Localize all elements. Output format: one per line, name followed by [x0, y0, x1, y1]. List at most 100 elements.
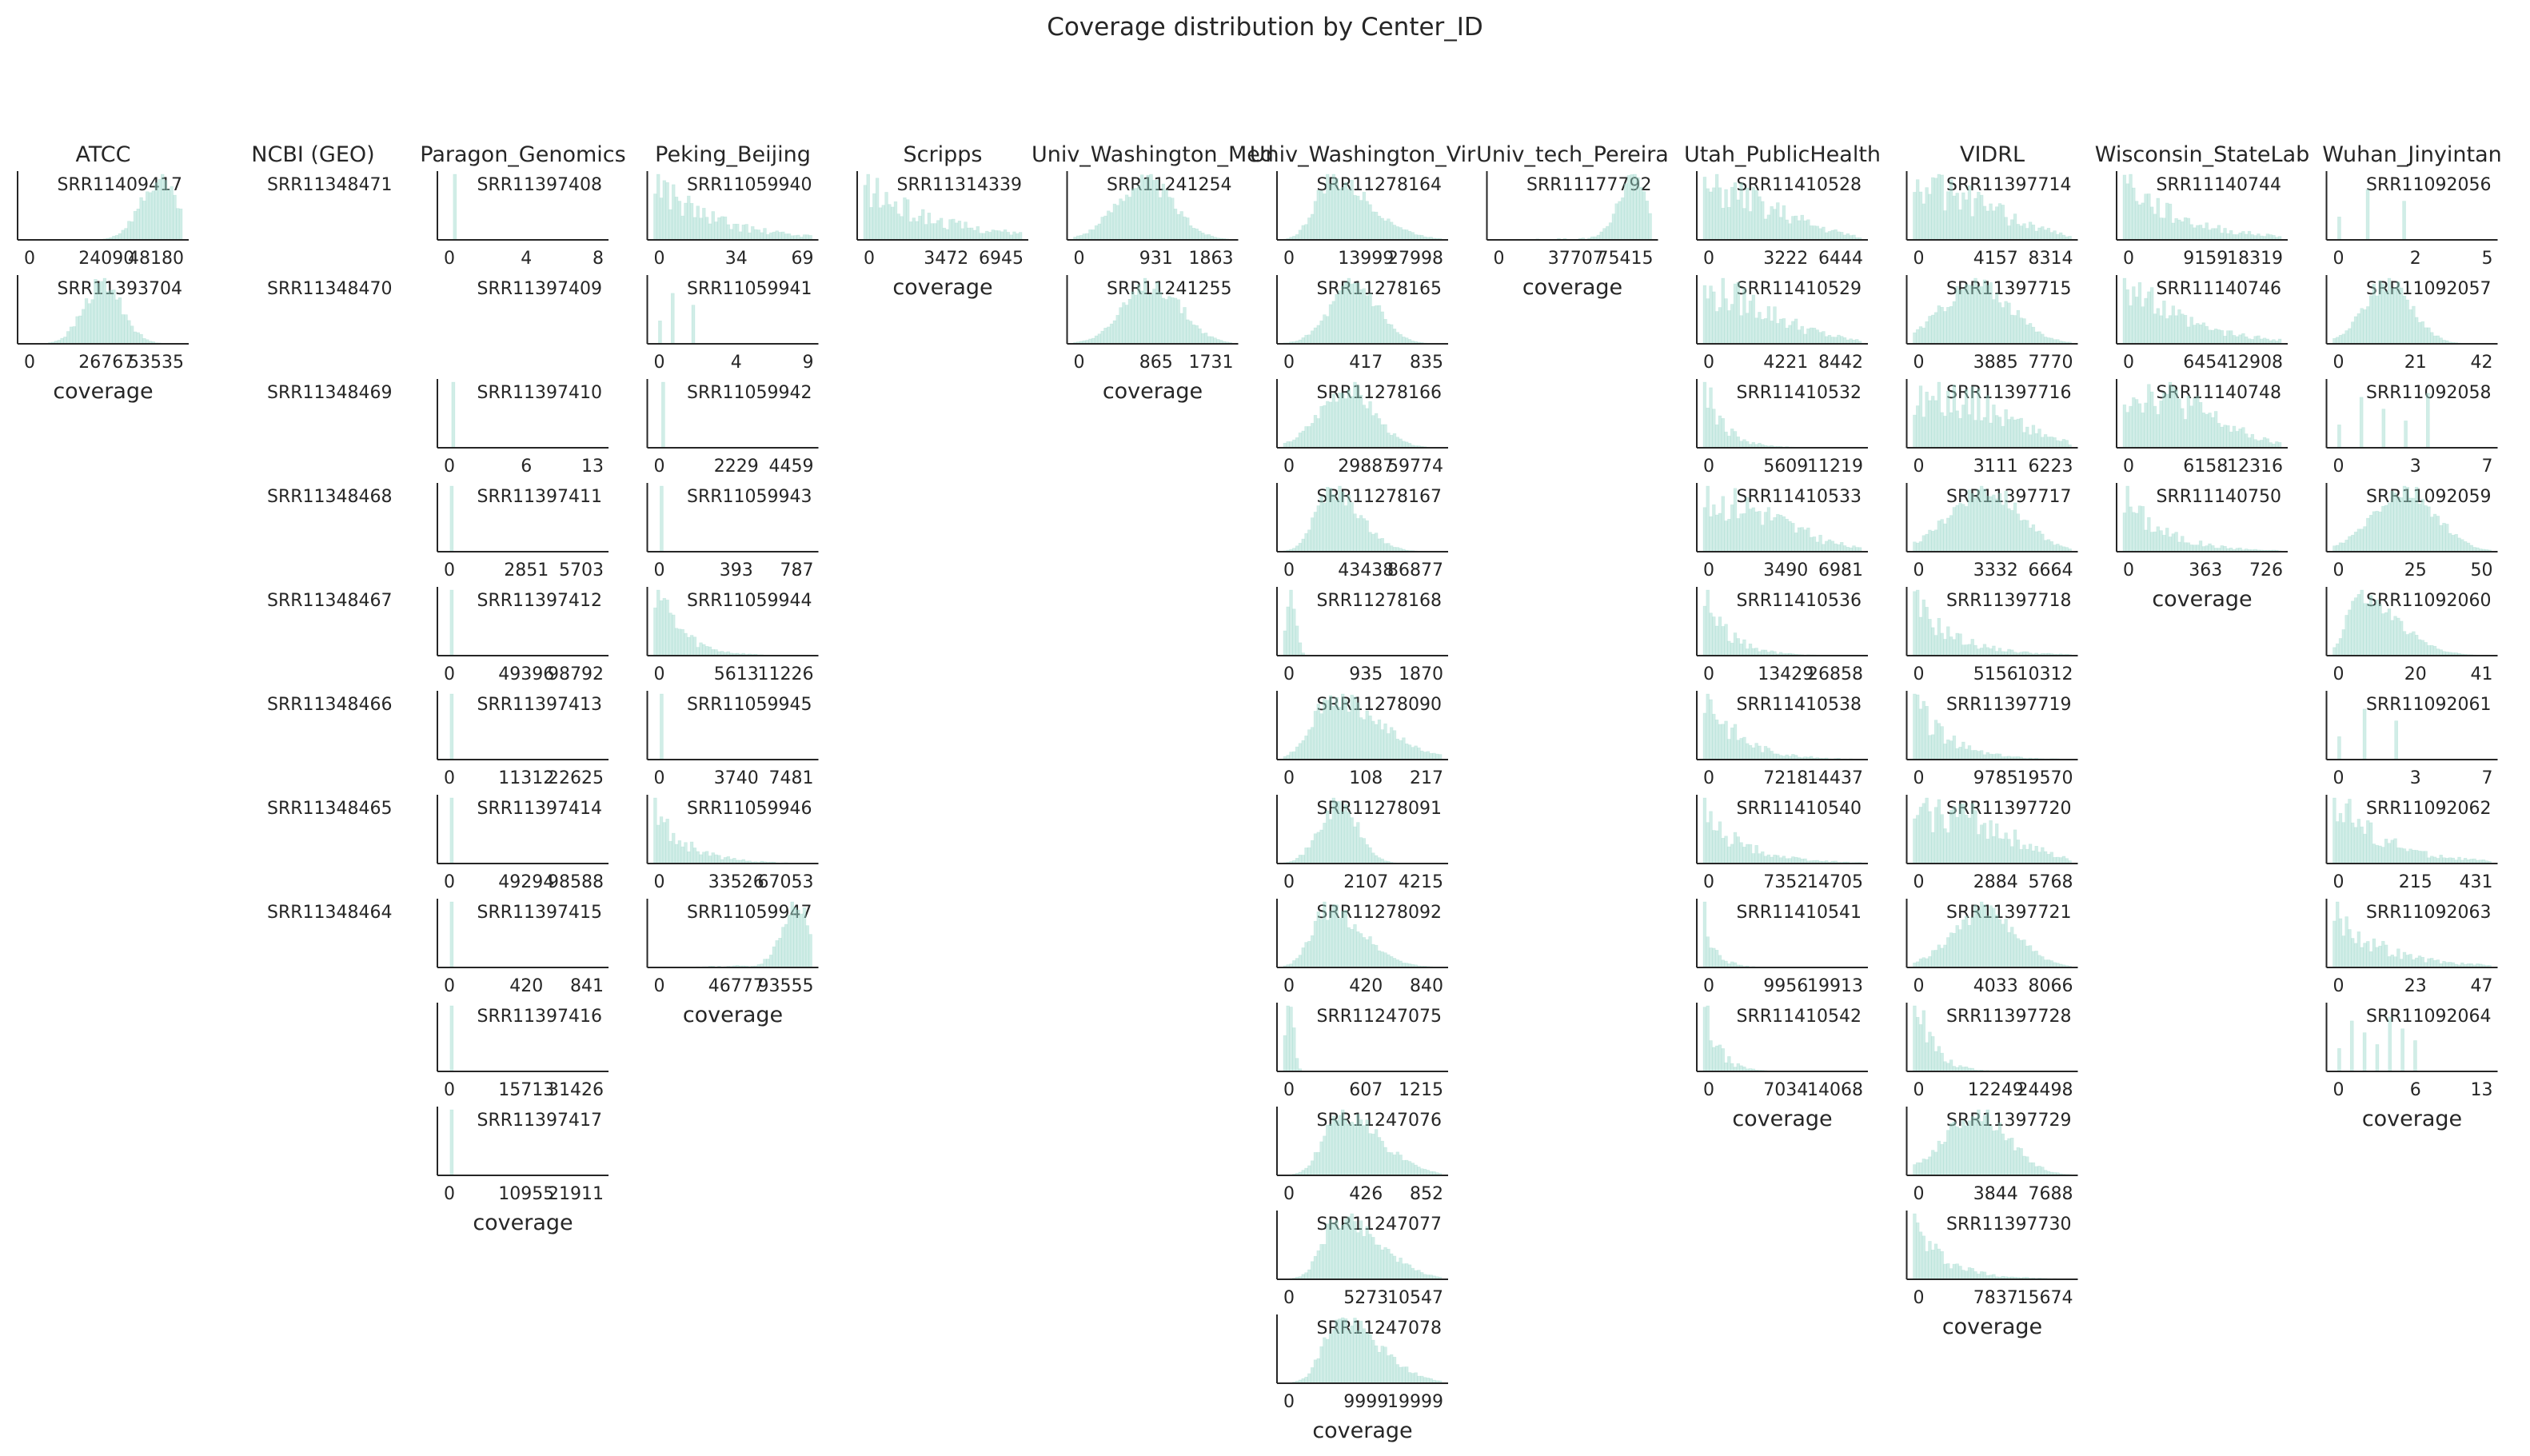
histogram-bar: [1323, 1337, 1327, 1384]
histogram-bar: [1967, 1267, 1972, 1280]
histogram-bar: [1158, 292, 1163, 345]
histogram-bar: [1353, 381, 1357, 449]
tick-label: 0: [2333, 1080, 2344, 1100]
tick-label: 49294: [498, 872, 554, 892]
histogram-bar: [2368, 951, 2373, 968]
histogram-bar: [1301, 740, 1305, 760]
histogram-bar: [2393, 956, 2397, 968]
histogram-bar: [1377, 215, 1382, 241]
histogram-bar: [2022, 939, 2026, 968]
histogram-bar: [1146, 174, 1150, 241]
histogram-bar: [1395, 738, 1399, 760]
histogram-bar: [787, 915, 792, 968]
histogram-bar: [139, 333, 143, 345]
histogram-bar: [2241, 231, 2245, 241]
histogram-bar: [1733, 182, 1738, 241]
histogram-bar: [1794, 318, 1798, 345]
histogram-bar: [2211, 545, 2215, 552]
histogram-bar: [1405, 1159, 1409, 1176]
histogram-bar: [1928, 956, 1932, 968]
histogram-bar: [1818, 228, 1822, 241]
histogram-bar: [2399, 959, 2404, 968]
histogram-bar: [1718, 724, 1722, 760]
histogram-bar: [1356, 385, 1360, 449]
histogram-bar: [714, 854, 718, 864]
histogram-bar: [2132, 512, 2136, 552]
x-axis-label: coverage: [473, 1211, 573, 1235]
histogram-bar: [2381, 505, 2385, 552]
histogram-bar: [1350, 929, 1354, 968]
run-label: SRR11397720: [1946, 799, 2072, 819]
histogram-bar: [1773, 753, 1777, 760]
histogram-bar: [2337, 424, 2341, 449]
run-label: SRR11314339: [896, 175, 1022, 195]
histogram-bar: [699, 217, 703, 241]
histogram-bar: [1362, 192, 1367, 241]
histogram-bar: [1347, 1330, 1351, 1384]
tick-label: 0: [2123, 560, 2134, 580]
histogram-bar: [738, 231, 743, 241]
x-axis-label: coverage: [683, 1003, 783, 1027]
histogram-bar: [2362, 708, 2367, 760]
histogram-bar: [2368, 595, 2373, 656]
histogram-bar: [1928, 1031, 1932, 1072]
histogram-bar: [1356, 1114, 1360, 1176]
histogram-bar: [1331, 1223, 1336, 1280]
histogram-bar: [1846, 233, 1850, 241]
histogram-bar: [2189, 317, 2193, 345]
histogram-bar: [1343, 1219, 1348, 1280]
histogram-bar: [1365, 201, 1369, 241]
histogram-bar: [1946, 390, 1950, 449]
histogram-bar: [1995, 823, 1999, 864]
histogram-bar: [1727, 846, 1731, 864]
histogram-bar: [1323, 314, 1327, 345]
run-label: SRR11397718: [1946, 591, 2072, 611]
tick-label: 23: [2404, 976, 2427, 996]
tick-label: 0: [654, 768, 665, 788]
histogram-bar: [1392, 730, 1397, 760]
histogram-bar: [2134, 513, 2139, 552]
histogram-bar: [1964, 199, 1969, 241]
histogram-bar: [1739, 643, 1743, 656]
histogram-bar: [1742, 208, 1746, 241]
histogram-bar: [1977, 285, 1981, 345]
histogram-bar: [1724, 720, 1728, 760]
histogram-bar: [1365, 1119, 1369, 1176]
histogram-bar: [1925, 706, 1929, 760]
histogram-bar: [1109, 323, 1114, 345]
histogram-bar: [1307, 334, 1311, 345]
histogram-bar: [1343, 398, 1348, 449]
histogram-bar: [1350, 694, 1354, 760]
histogram-bar: [2010, 649, 2014, 656]
histogram-bar: [684, 842, 688, 864]
histogram-bar: [2387, 502, 2392, 552]
histogram-bar: [1949, 932, 1953, 968]
histogram-bar: [2402, 201, 2406, 241]
histogram-bar: [2368, 514, 2373, 552]
histogram-bar: [1933, 529, 1938, 552]
histogram-bar: [689, 202, 694, 241]
histogram-bar: [1383, 723, 1387, 760]
histogram-bar: [1347, 927, 1351, 968]
histogram-bar: [2177, 398, 2181, 449]
histogram-bar: [1985, 285, 1989, 345]
tick-label: 19570: [2017, 768, 2073, 788]
histogram-bar: [1736, 199, 1740, 241]
tick-label: 0: [1913, 1184, 1925, 1204]
histogram-bar: [1918, 1231, 1923, 1280]
histogram-bar: [1985, 210, 1989, 241]
histogram-bar: [2156, 526, 2160, 552]
histogram-bar: [1097, 333, 1102, 345]
histogram-bar: [2134, 399, 2139, 449]
histogram-bar: [1751, 294, 1756, 345]
histogram-bar: [781, 927, 785, 968]
histogram-bar: [1746, 743, 1750, 760]
histogram-bar: [1335, 904, 1339, 968]
histogram-bar: [2205, 545, 2209, 552]
histogram-panel: SRR11397409: [477, 279, 602, 299]
histogram-bar: [2061, 856, 2066, 864]
